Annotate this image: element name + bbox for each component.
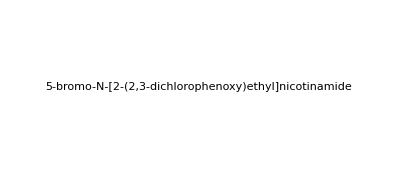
Text: 5-bromo-N-[2-(2,3-dichlorophenoxy)ethyl]nicotinamide: 5-bromo-N-[2-(2,3-dichlorophenoxy)ethyl]… (45, 82, 352, 93)
